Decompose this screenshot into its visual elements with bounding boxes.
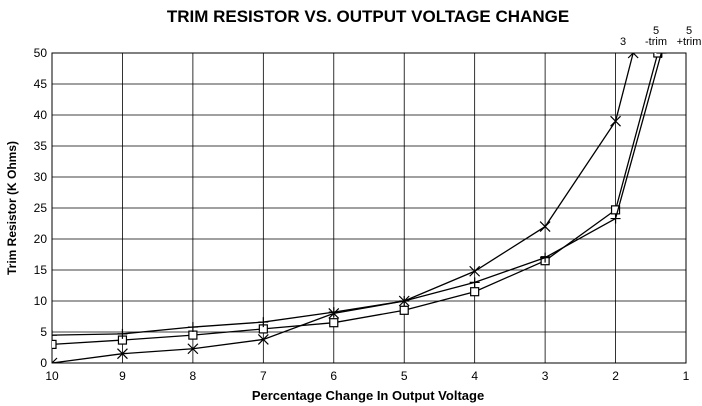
y-tick-label: 30 — [34, 170, 48, 184]
y-tick-label: 20 — [34, 232, 48, 246]
marker — [469, 277, 480, 288]
x-tick-label: 6 — [330, 369, 337, 383]
x-tick-label: 10 — [45, 369, 59, 383]
x-tick-label: 9 — [119, 369, 126, 383]
line — [52, 53, 659, 346]
marker — [257, 334, 269, 345]
y-tick-label: 40 — [34, 108, 48, 122]
marker — [258, 317, 269, 328]
legend-label: 5 +trim — [677, 25, 702, 48]
marker — [469, 265, 481, 277]
y-tick-label: 35 — [34, 139, 48, 153]
line — [52, 53, 662, 336]
x-tick-label: 4 — [471, 369, 478, 383]
y-tick-label: 15 — [34, 263, 48, 277]
x-tick-label: 8 — [190, 369, 197, 383]
marker — [399, 296, 410, 306]
marker — [656, 53, 667, 58]
x-tick-label: 5 — [401, 369, 408, 383]
marker — [328, 307, 339, 318]
x-tick-label: 1 — [683, 369, 690, 383]
x-tick-label: 3 — [542, 369, 549, 383]
plot-area — [52, 53, 667, 363]
marker — [329, 318, 339, 328]
marker — [399, 305, 409, 315]
marker — [187, 343, 199, 355]
legend-label-line: -trim — [645, 36, 667, 48]
marker — [52, 357, 58, 363]
marker — [610, 115, 621, 127]
legend-label: 3 — [620, 36, 626, 48]
marker — [470, 287, 480, 297]
marker — [539, 221, 551, 233]
chart-title: TRIM RESISTOR VS. OUTPUT VOLTAGE CHANGE — [167, 7, 569, 26]
marker — [117, 328, 128, 339]
marker — [610, 213, 621, 224]
plot-frame — [51, 52, 687, 364]
legend-label-line: 5 — [686, 25, 692, 37]
marker — [653, 53, 663, 58]
x-tick-label: 2 — [612, 369, 619, 383]
marker — [540, 252, 551, 263]
y-axis-label: Trim Resistor (K Ohms) — [5, 141, 19, 275]
y-tick-label: 0 — [40, 356, 47, 370]
legend-label-line: +trim — [677, 36, 702, 48]
y-tick-label: 10 — [34, 294, 48, 308]
marker — [627, 53, 639, 59]
marker — [52, 339, 57, 349]
x-tick-label: 7 — [260, 369, 267, 383]
marker — [187, 322, 198, 333]
marker — [188, 330, 198, 340]
y-tick-label: 45 — [34, 77, 48, 91]
marker — [52, 330, 57, 341]
legend-label: 5 -trim — [645, 25, 667, 48]
y-tick-label: 5 — [40, 325, 47, 339]
x-axis-label: Percentage Change In Output Voltage — [252, 388, 484, 403]
y-tick-label: 50 — [34, 46, 48, 60]
legend-label-line: 5 — [653, 25, 659, 37]
y-tick-label: 25 — [34, 201, 48, 215]
marker — [117, 348, 128, 360]
